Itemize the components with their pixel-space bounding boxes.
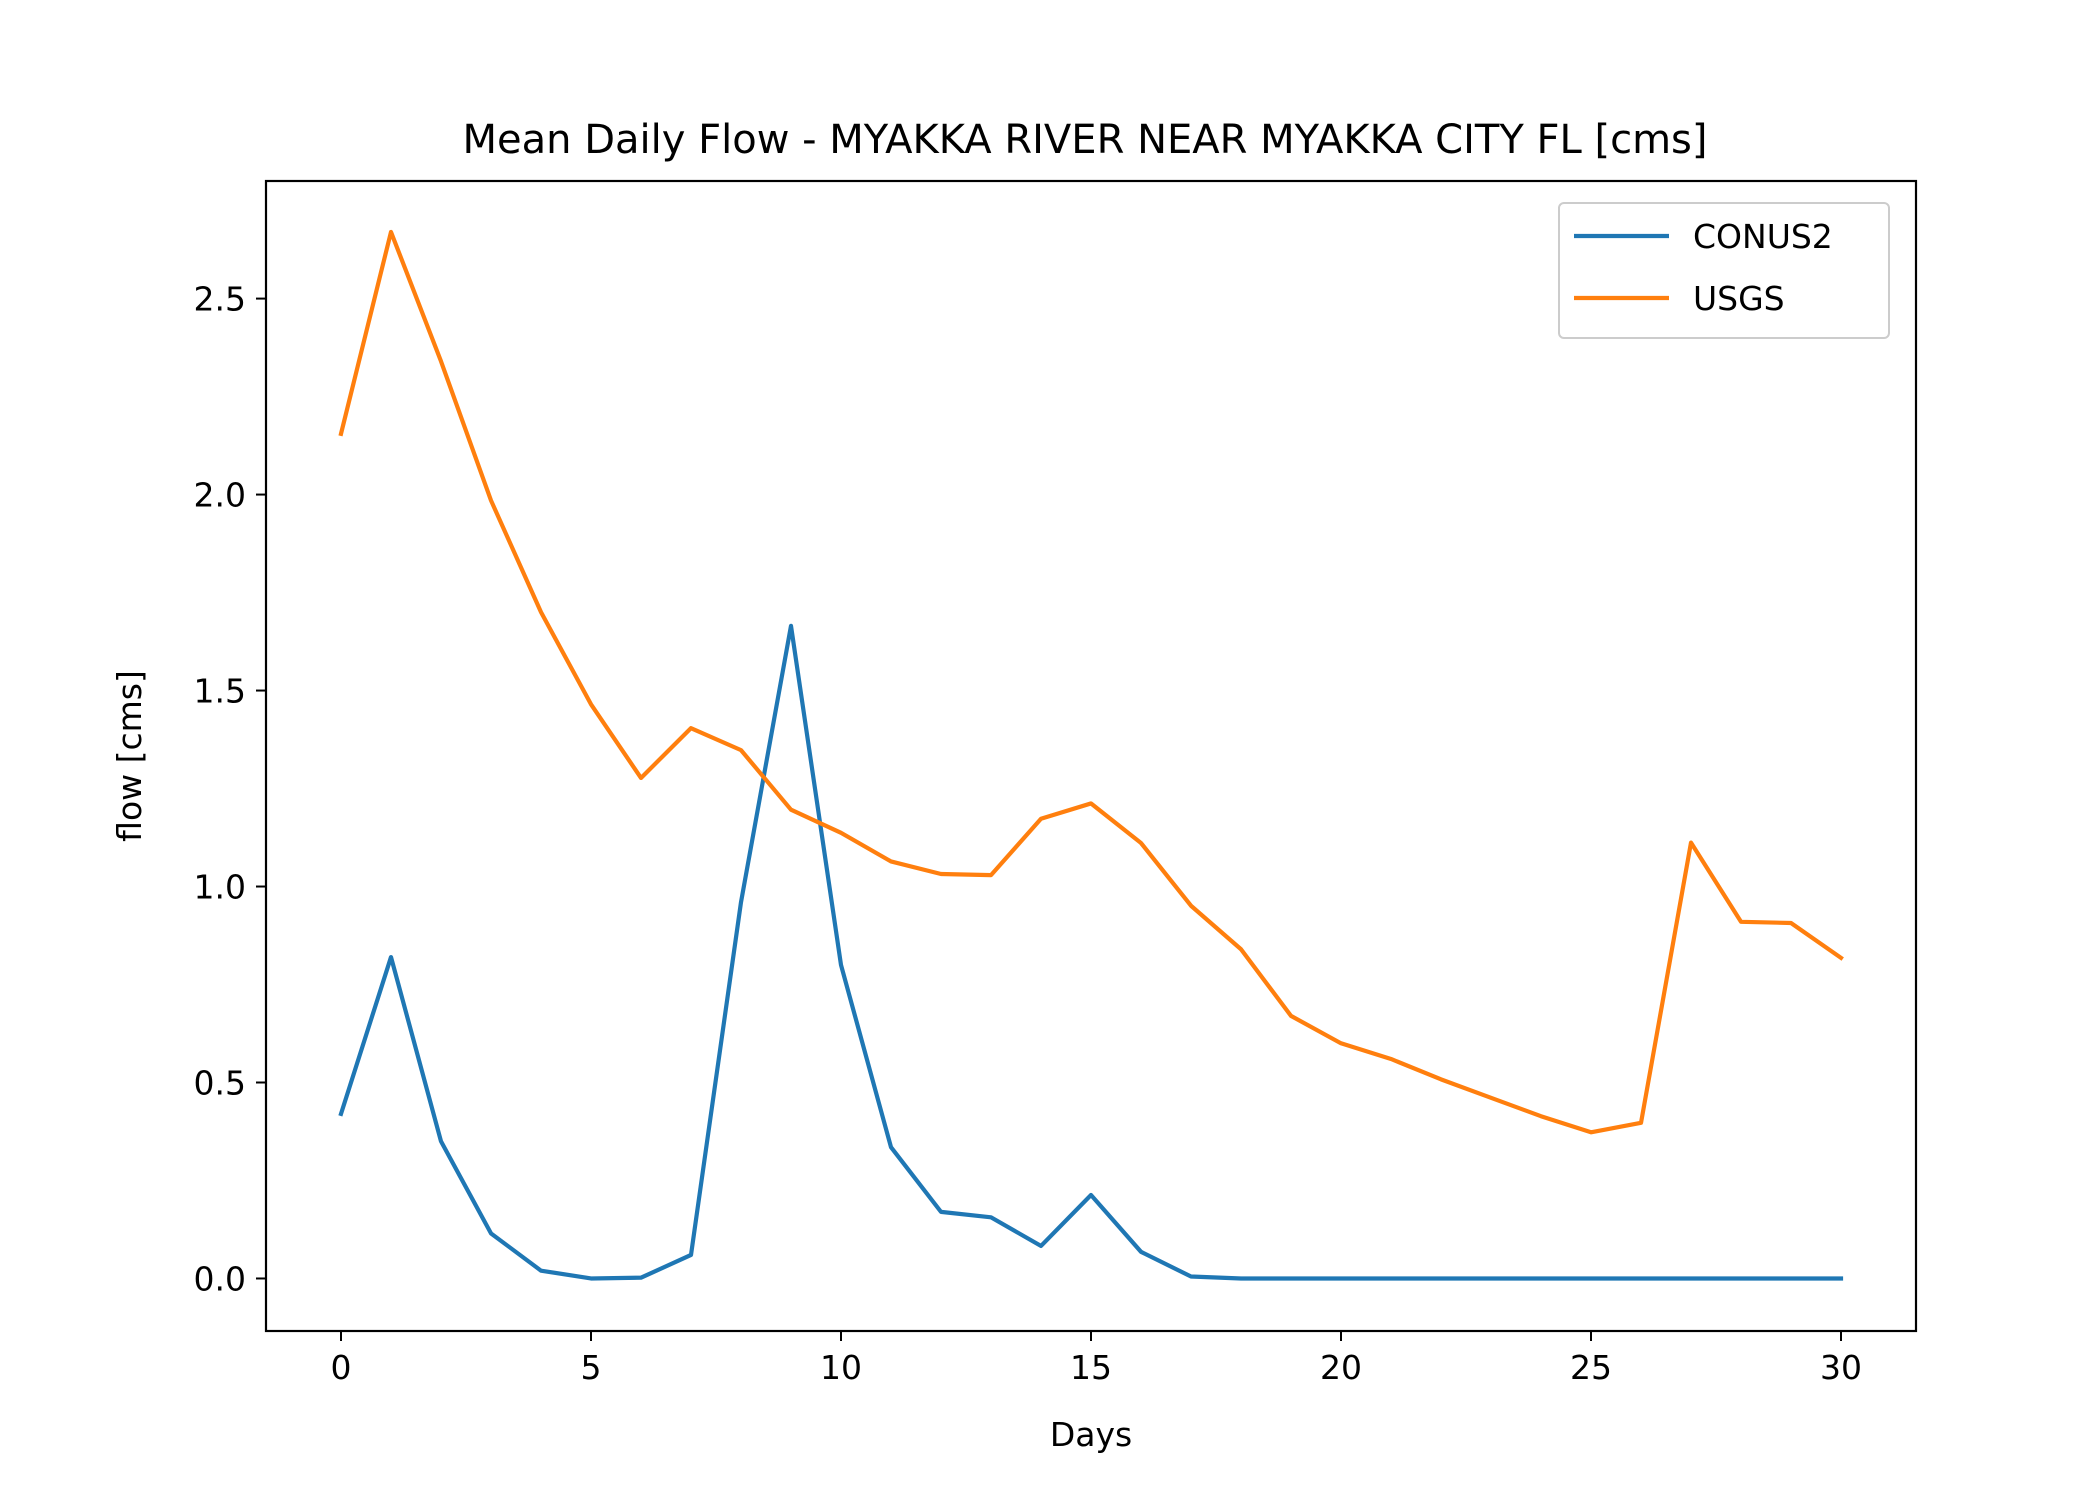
y-tick-label: 2.5 (194, 280, 246, 319)
y-axis: 0.0 0.5 1.0 1.5 2.0 2.5 (194, 280, 266, 1298)
series-line-usgs (338, 229, 1844, 1135)
legend: CONUS2 USGS (1558, 202, 1890, 339)
legend-label-conus2: CONUS2 (1693, 217, 1833, 256)
x-tick-label: 30 (1820, 1348, 1862, 1387)
series-layer (338, 229, 1844, 1281)
y-tick-label: 1.5 (194, 672, 246, 711)
x-tick-label: 10 (820, 1348, 862, 1387)
y-tick-label: 1.0 (194, 868, 246, 907)
x-tick-label: 25 (1570, 1348, 1612, 1387)
y-axis-label: flow [cms] (110, 670, 149, 842)
x-tick-label: 5 (581, 1348, 602, 1387)
series-line-conus2 (338, 623, 1844, 1281)
x-tick-label: 0 (331, 1348, 352, 1387)
x-tick-label: 20 (1320, 1348, 1362, 1387)
x-axis-label: Days (1050, 1415, 1132, 1454)
y-tick-label: 0.5 (194, 1063, 246, 1102)
chart-title: Mean Daily Flow - MYAKKA RIVER NEAR MYAK… (463, 117, 1708, 163)
x-tick-label: 15 (1070, 1348, 1112, 1387)
y-tick-label: 2.0 (194, 476, 246, 515)
x-axis: 0 5 10 15 20 25 30 (331, 1331, 1862, 1387)
legend-label-usgs: USGS (1693, 279, 1785, 318)
y-tick-label: 0.0 (194, 1259, 246, 1298)
